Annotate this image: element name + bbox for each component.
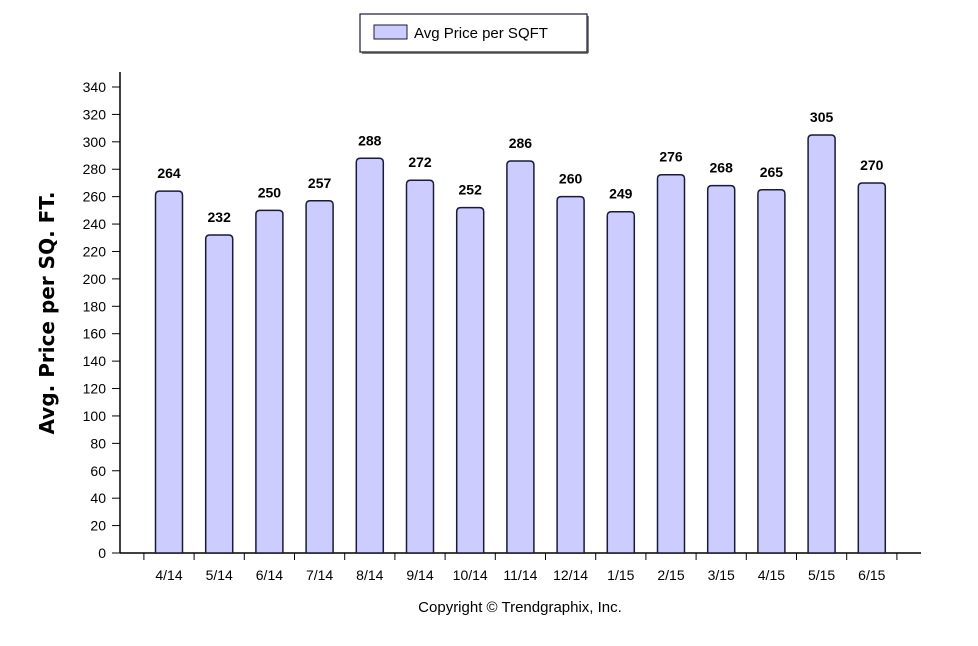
data-label: 249 xyxy=(609,186,633,202)
bar xyxy=(405,179,435,554)
legend-swatch xyxy=(373,24,408,40)
x-tick-label: 4/15 xyxy=(758,567,785,583)
bar xyxy=(556,195,585,554)
data-label: 265 xyxy=(760,164,784,180)
y-tick-label: 20 xyxy=(90,518,106,534)
bars xyxy=(154,134,887,554)
y-tick-label: 120 xyxy=(83,381,107,397)
x-tick-label: 7/14 xyxy=(306,567,333,583)
x-tick-label: 5/14 xyxy=(206,567,233,583)
y-ticks: 0 20 40 60 80 100 120 140 160 180 200 220 240 260 280 3… xyxy=(83,79,120,561)
bar xyxy=(506,160,535,554)
bar xyxy=(757,189,786,554)
data-label: 288 xyxy=(358,132,382,148)
data-label: 286 xyxy=(509,135,533,151)
data-label: 260 xyxy=(559,171,583,187)
x-tick-label: 6/15 xyxy=(858,567,885,583)
x-tick-label: 3/15 xyxy=(708,567,735,583)
x-tick-label: 4/14 xyxy=(155,567,182,583)
bar xyxy=(204,234,234,554)
bar xyxy=(305,200,334,554)
y-tick-label: 280 xyxy=(83,161,107,177)
y-tick-label: 180 xyxy=(83,298,107,314)
x-tick-label: 10/14 xyxy=(453,567,488,583)
x-tick-label: 9/14 xyxy=(406,567,433,583)
x-ticks: 4/14 5/14 6/14 7/14 8/14 9/14 10/14 11/14 12/14 1… xyxy=(143,553,898,583)
y-tick-label: 220 xyxy=(83,243,107,259)
y-tick-label: 160 xyxy=(83,326,107,342)
x-tick-label: 2/15 xyxy=(657,567,684,583)
bar xyxy=(857,182,887,554)
data-label: 264 xyxy=(157,165,181,181)
data-label: 276 xyxy=(659,149,683,165)
bar xyxy=(706,184,736,554)
x-tick-label: 5/15 xyxy=(808,567,835,583)
x-tick-label: 6/14 xyxy=(256,567,283,583)
y-tick-label: 140 xyxy=(83,353,107,369)
legend-label: Avg Price per SQFT xyxy=(414,25,548,42)
y-tick-label: 300 xyxy=(83,134,107,150)
y-tick-label: 0 xyxy=(98,545,106,561)
data-label: 257 xyxy=(308,175,332,191)
bar xyxy=(154,190,184,554)
y-tick-label: 240 xyxy=(83,216,107,232)
data-label: 250 xyxy=(258,184,282,200)
bar xyxy=(455,206,485,554)
data-label: 252 xyxy=(459,182,483,198)
y-tick-label: 60 xyxy=(90,463,106,479)
y-tick-label: 40 xyxy=(90,490,106,506)
y-tick-label: 80 xyxy=(90,435,106,451)
data-label: 270 xyxy=(860,157,884,173)
bar xyxy=(656,173,686,554)
y-tick-label: 100 xyxy=(83,408,107,424)
copyright-text: Copyright © Trendgraphix, Inc. xyxy=(418,599,622,616)
y-tick-label: 340 xyxy=(83,79,107,95)
y-tick-label: 260 xyxy=(83,189,107,205)
bar xyxy=(606,210,636,554)
bar xyxy=(355,157,385,554)
y-tick-label: 200 xyxy=(83,271,107,287)
data-labels: 264 232 250 257 288 272 252 286 260 249 276 268 265 3… xyxy=(157,109,883,225)
legend: Avg Price per SQFT xyxy=(359,13,589,54)
y-axis-title: Avg. Price per SQ. FT. xyxy=(35,192,59,435)
bar xyxy=(807,134,836,554)
data-label: 232 xyxy=(208,209,232,225)
x-tick-label: 8/14 xyxy=(356,567,383,583)
x-tick-label: 12/14 xyxy=(553,567,588,583)
data-label: 305 xyxy=(810,109,834,125)
x-tick-label: 11/14 xyxy=(503,567,537,583)
x-tick-label: 1/15 xyxy=(607,567,634,583)
data-label: 268 xyxy=(710,160,734,176)
y-tick-label: 320 xyxy=(83,106,107,122)
bar xyxy=(255,209,284,554)
data-label: 272 xyxy=(408,154,432,170)
